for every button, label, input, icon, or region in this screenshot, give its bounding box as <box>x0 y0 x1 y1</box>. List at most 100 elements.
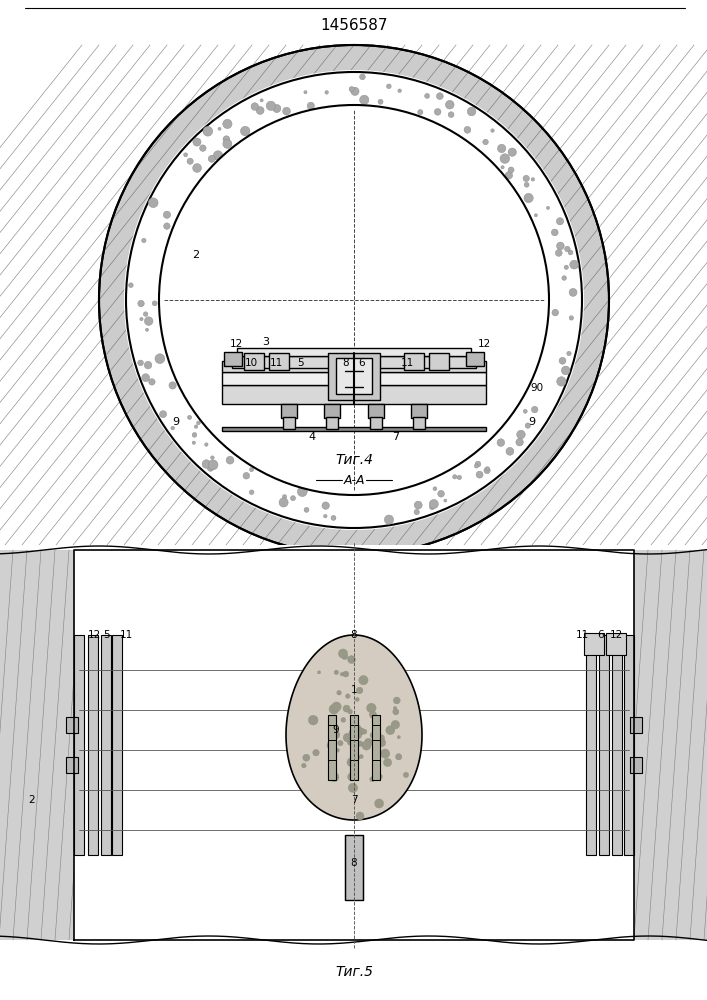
Circle shape <box>243 472 250 479</box>
Circle shape <box>159 105 549 495</box>
Circle shape <box>338 740 343 746</box>
Circle shape <box>169 382 176 389</box>
Circle shape <box>378 735 385 741</box>
Circle shape <box>551 229 558 236</box>
Text: 4: 4 <box>308 432 315 442</box>
Circle shape <box>273 104 281 113</box>
Text: 7: 7 <box>392 432 399 442</box>
Circle shape <box>192 433 197 437</box>
Circle shape <box>303 754 310 761</box>
Circle shape <box>351 725 358 732</box>
Bar <box>624 635 634 855</box>
Circle shape <box>534 214 537 217</box>
Text: 1456587: 1456587 <box>320 17 387 32</box>
Circle shape <box>452 475 457 479</box>
Text: 6: 6 <box>358 358 366 368</box>
Circle shape <box>508 148 516 156</box>
Circle shape <box>192 441 196 444</box>
Circle shape <box>307 102 315 109</box>
Circle shape <box>349 730 354 735</box>
Circle shape <box>358 728 365 735</box>
Circle shape <box>348 656 354 662</box>
Circle shape <box>433 487 437 491</box>
Circle shape <box>414 509 419 515</box>
Bar <box>0 545 707 945</box>
Circle shape <box>359 754 363 759</box>
Circle shape <box>383 758 392 767</box>
Circle shape <box>140 317 143 321</box>
Circle shape <box>349 783 358 793</box>
Circle shape <box>343 671 349 677</box>
Bar <box>586 635 596 855</box>
Circle shape <box>312 749 320 756</box>
Circle shape <box>436 93 443 100</box>
Circle shape <box>348 656 356 664</box>
Circle shape <box>564 265 568 269</box>
Circle shape <box>378 99 383 104</box>
Circle shape <box>144 361 152 369</box>
Circle shape <box>341 718 346 722</box>
Circle shape <box>171 426 175 430</box>
Bar <box>326 417 338 429</box>
Circle shape <box>125 71 583 529</box>
Circle shape <box>425 93 430 98</box>
Bar <box>222 361 486 372</box>
Circle shape <box>353 725 361 733</box>
Circle shape <box>202 460 211 468</box>
Circle shape <box>498 144 506 153</box>
Bar <box>630 717 642 733</box>
Circle shape <box>353 728 358 734</box>
Circle shape <box>193 164 201 172</box>
Circle shape <box>146 328 148 331</box>
Circle shape <box>356 812 364 820</box>
Bar <box>328 715 336 780</box>
Bar <box>222 427 486 431</box>
Text: 12: 12 <box>88 630 100 640</box>
Polygon shape <box>286 635 422 820</box>
Circle shape <box>565 246 570 252</box>
Circle shape <box>418 110 423 115</box>
Circle shape <box>282 495 286 499</box>
Text: 3: 3 <box>262 337 269 347</box>
Circle shape <box>260 99 263 102</box>
Circle shape <box>568 250 573 255</box>
Circle shape <box>517 430 525 439</box>
Bar <box>232 356 476 368</box>
Circle shape <box>506 447 514 455</box>
Circle shape <box>501 166 504 169</box>
Circle shape <box>214 151 223 160</box>
Circle shape <box>184 153 187 157</box>
Circle shape <box>445 100 454 109</box>
Circle shape <box>569 288 577 296</box>
Bar <box>404 353 424 370</box>
Circle shape <box>352 723 359 730</box>
Circle shape <box>126 72 582 528</box>
Circle shape <box>331 515 336 520</box>
Circle shape <box>138 360 144 366</box>
Circle shape <box>152 301 157 306</box>
Text: 8: 8 <box>351 630 357 640</box>
Circle shape <box>561 366 570 375</box>
Bar <box>599 635 609 855</box>
Circle shape <box>362 729 367 734</box>
Circle shape <box>348 773 356 781</box>
Bar <box>222 372 486 385</box>
Circle shape <box>523 175 530 182</box>
Bar <box>324 404 340 418</box>
Circle shape <box>327 745 330 748</box>
Bar <box>372 715 380 780</box>
Circle shape <box>348 709 353 714</box>
Circle shape <box>199 145 206 151</box>
Circle shape <box>211 456 214 459</box>
Circle shape <box>559 357 566 364</box>
Circle shape <box>144 312 148 316</box>
Circle shape <box>304 91 307 94</box>
Circle shape <box>141 238 146 243</box>
Circle shape <box>524 193 533 203</box>
Circle shape <box>355 755 360 760</box>
Bar <box>283 417 295 429</box>
Circle shape <box>148 198 158 208</box>
Circle shape <box>351 87 359 95</box>
Text: 11: 11 <box>575 630 589 640</box>
Circle shape <box>476 471 483 478</box>
